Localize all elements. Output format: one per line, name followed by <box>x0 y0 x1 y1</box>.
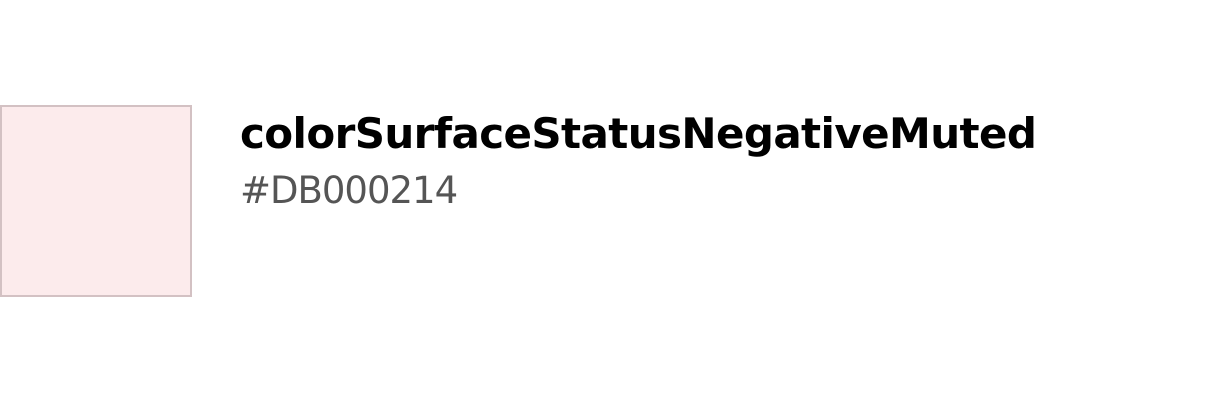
color-swatch <box>0 105 192 297</box>
token-name: colorSurfaceStatusNegativeMuted <box>240 109 1037 158</box>
token-hex-value: #DB000214 <box>240 169 458 212</box>
